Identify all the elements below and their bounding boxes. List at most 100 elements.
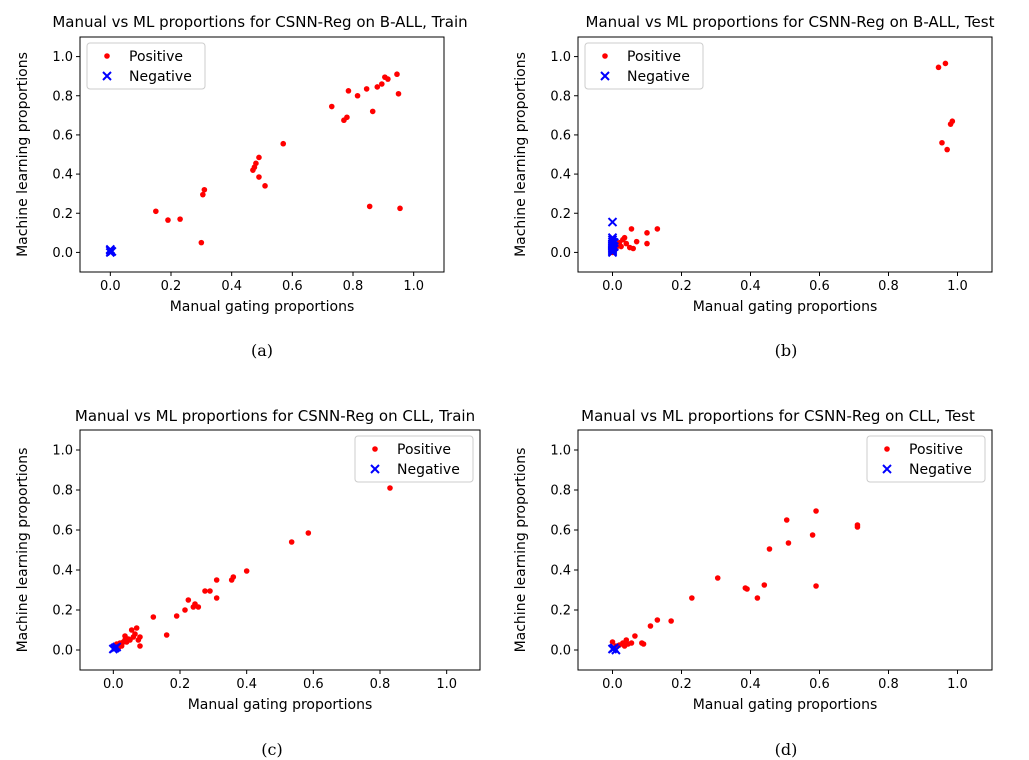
data-point-positive (344, 114, 350, 121)
y-tick-label: 1.0 (550, 444, 571, 459)
y-axis-label: Machine learning proportions (513, 52, 529, 257)
y-tick-label: 0.2 (550, 207, 571, 222)
data-point-positive (744, 586, 750, 592)
y-tick-label: 0.0 (52, 644, 73, 659)
data-point-positive (609, 639, 616, 645)
y-tick-label: 0.6 (550, 128, 571, 143)
x-tick-label: 0.8 (370, 677, 391, 692)
legend-label-negative: Negative (909, 462, 972, 478)
x-tick-label: 0.2 (671, 279, 692, 294)
data-point-negative (105, 244, 116, 255)
data-point-positive (654, 617, 661, 623)
y-tick-label: 1.0 (52, 50, 73, 65)
chart-title: Manual vs ML proportions for CSNN-Reg on… (586, 13, 995, 31)
y-tick-label: 0.8 (550, 89, 571, 104)
x-tick-label: 1.0 (947, 677, 968, 692)
y-tick-label: 0.8 (550, 484, 571, 499)
data-point-positive (185, 597, 192, 603)
y-tick-label: 0.0 (52, 246, 73, 261)
data-point-positive (256, 154, 262, 161)
legend-label-positive: Positive (909, 442, 963, 458)
data-point-positive (137, 634, 143, 640)
data-point-positive (935, 64, 942, 71)
data-point-positive (939, 139, 945, 146)
data-point-positive (345, 88, 352, 94)
data-point-positive (200, 191, 206, 198)
data-point-negative (111, 642, 122, 652)
y-tick-label: 0.6 (550, 524, 571, 539)
y-tick-label: 0.8 (52, 484, 73, 499)
data-point-positive (202, 588, 208, 594)
data-point-positive (714, 575, 721, 581)
data-point-positive (195, 604, 202, 610)
legend-box (584, 42, 704, 90)
x-axis-label: Manual gating proportions (693, 697, 878, 713)
y-axis-label: Machine learning proportions (513, 448, 529, 653)
chart-panel-3: Manual vs ML proportions for CSNN-Reg on… (15, 407, 481, 759)
y-tick-label: 0.8 (52, 89, 73, 104)
data-point-positive (633, 238, 640, 245)
chart-panel-2: Manual vs ML proportions for CSNN-Reg on… (513, 13, 995, 360)
data-point-positive (394, 71, 400, 78)
data-point-positive (949, 118, 956, 125)
x-tick-label: 0.2 (671, 677, 692, 692)
legend: Positive Negative (86, 42, 206, 90)
data-point-positive (354, 92, 361, 99)
data-point-positive (328, 103, 335, 110)
data-point-positive (153, 208, 159, 215)
x-tick-label: 0.6 (809, 279, 830, 294)
data-point-positive (182, 607, 188, 613)
data-point-positive (632, 633, 638, 639)
data-point-positive (385, 76, 391, 82)
data-point-negative (611, 645, 621, 655)
x-tick-label: 1.0 (403, 279, 424, 294)
data-point-positive (363, 86, 370, 92)
data-point-positive (173, 613, 180, 619)
data-point-positive (644, 230, 650, 236)
legend-marker-positive (372, 446, 378, 452)
legend-marker-negative (370, 464, 380, 474)
data-point-positive (813, 508, 819, 514)
y-tick-label: 0.4 (52, 168, 73, 183)
series-negative (607, 217, 619, 258)
data-point-positive (256, 174, 262, 180)
data-point-positive (766, 546, 773, 552)
x-tick-label: 0.0 (100, 279, 121, 294)
data-point-positive (809, 532, 816, 538)
data-point-positive (128, 627, 135, 633)
data-point-positive (785, 540, 792, 546)
chart-title: Manual vs ML proportions for CSNN-Reg on… (581, 407, 975, 425)
data-point-positive (165, 217, 171, 223)
data-point-positive (644, 240, 650, 247)
plot-frame (577, 429, 993, 671)
data-point-positive (230, 574, 237, 580)
x-tick-label: 0.8 (343, 279, 364, 294)
data-point-positive (395, 90, 402, 97)
data-point-positive (207, 588, 213, 594)
legend-box (354, 435, 474, 483)
x-tick-label: 0.4 (740, 279, 761, 294)
data-point-positive (137, 643, 143, 649)
series-positive (153, 71, 403, 246)
panel-caption: (a) (251, 341, 273, 360)
data-point-positive (783, 517, 790, 523)
data-point-positive (397, 205, 403, 212)
legend-box (866, 435, 986, 483)
panel-caption: (d) (775, 740, 798, 759)
data-point-positive (150, 614, 157, 620)
data-point-positive (813, 583, 819, 589)
data-point-positive (366, 203, 373, 210)
data-point-positive (647, 623, 654, 629)
panel-caption: (c) (261, 740, 282, 759)
chart-panel-1: Manual vs ML proportions for CSNN-Reg on… (15, 13, 468, 360)
plot-frame (577, 36, 993, 273)
data-point-positive (654, 226, 661, 232)
data-point-positive (621, 234, 628, 241)
x-axis-label: Manual gating proportions (693, 299, 878, 315)
data-point-positive (623, 240, 630, 247)
y-tick-label: 0.2 (52, 207, 73, 222)
y-tick-label: 0.4 (52, 564, 73, 579)
y-tick-label: 0.6 (52, 524, 73, 539)
data-point-positive (262, 183, 268, 189)
